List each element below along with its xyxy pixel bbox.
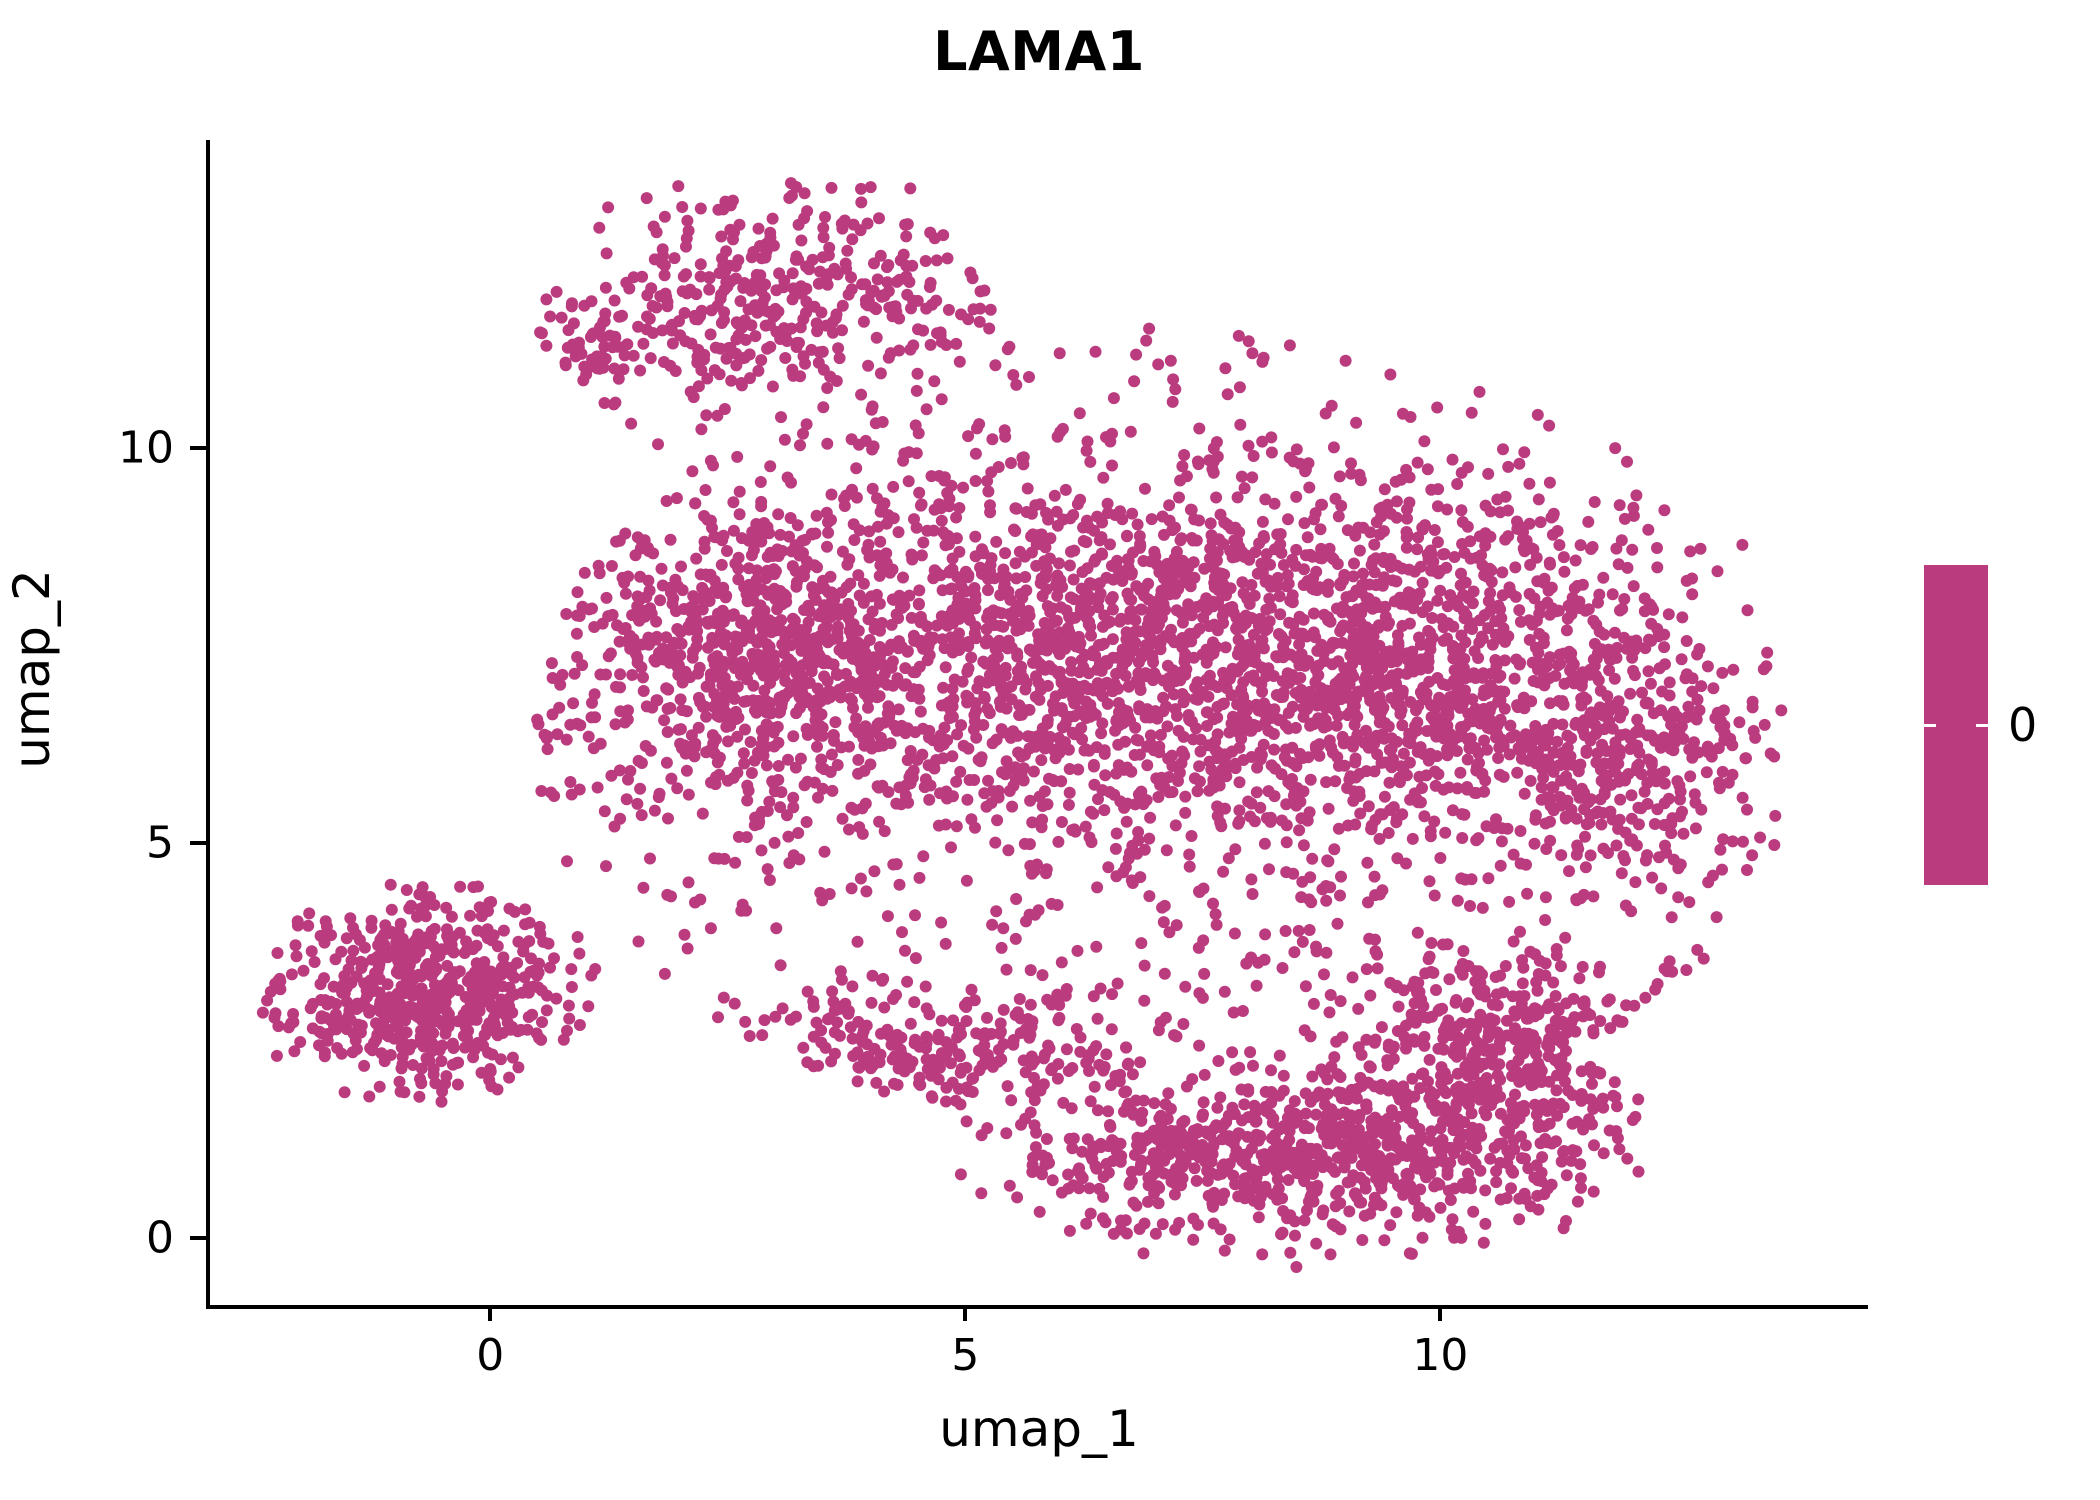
x-axis-spine bbox=[206, 1305, 1868, 1309]
x-tick-label: 10 bbox=[1412, 1330, 1469, 1381]
x-tick-mark bbox=[1438, 1305, 1443, 1321]
colorbar-tick-right bbox=[1976, 724, 1988, 727]
plot-axes: 0 5 10 0 5 10 bbox=[118, 140, 1868, 1381]
colorbar-tick-left bbox=[1924, 724, 1936, 727]
page-title: LAMA1 bbox=[933, 20, 1145, 83]
scatter-plot-area[interactable] bbox=[210, 140, 1868, 1305]
x-tick-label: 0 bbox=[476, 1330, 505, 1381]
colorbar-tick-label: 0 bbox=[2008, 698, 2038, 752]
y-tick-mark bbox=[190, 446, 206, 451]
y-tick-label: 10 bbox=[118, 422, 174, 474]
y-tick-label: 0 bbox=[146, 1212, 174, 1264]
colorbar-gradient-bar bbox=[1924, 565, 1988, 885]
scatter-series bbox=[256, 177, 1788, 1273]
y-axis-spine bbox=[206, 140, 210, 1305]
x-tick-mark bbox=[963, 1305, 968, 1321]
y-tick-mark bbox=[190, 1235, 206, 1240]
x-axis-label: umap_1 bbox=[939, 1400, 1139, 1458]
scatter-points-layer bbox=[256, 177, 1788, 1273]
y-tick-mark bbox=[190, 840, 206, 845]
y-axis-label: umap_2 bbox=[3, 569, 61, 769]
x-tick-label: 5 bbox=[951, 1330, 980, 1381]
y-tick-label: 5 bbox=[146, 817, 174, 869]
x-tick-mark bbox=[488, 1305, 493, 1321]
colorbar[interactable]: 0 bbox=[1924, 565, 2094, 885]
